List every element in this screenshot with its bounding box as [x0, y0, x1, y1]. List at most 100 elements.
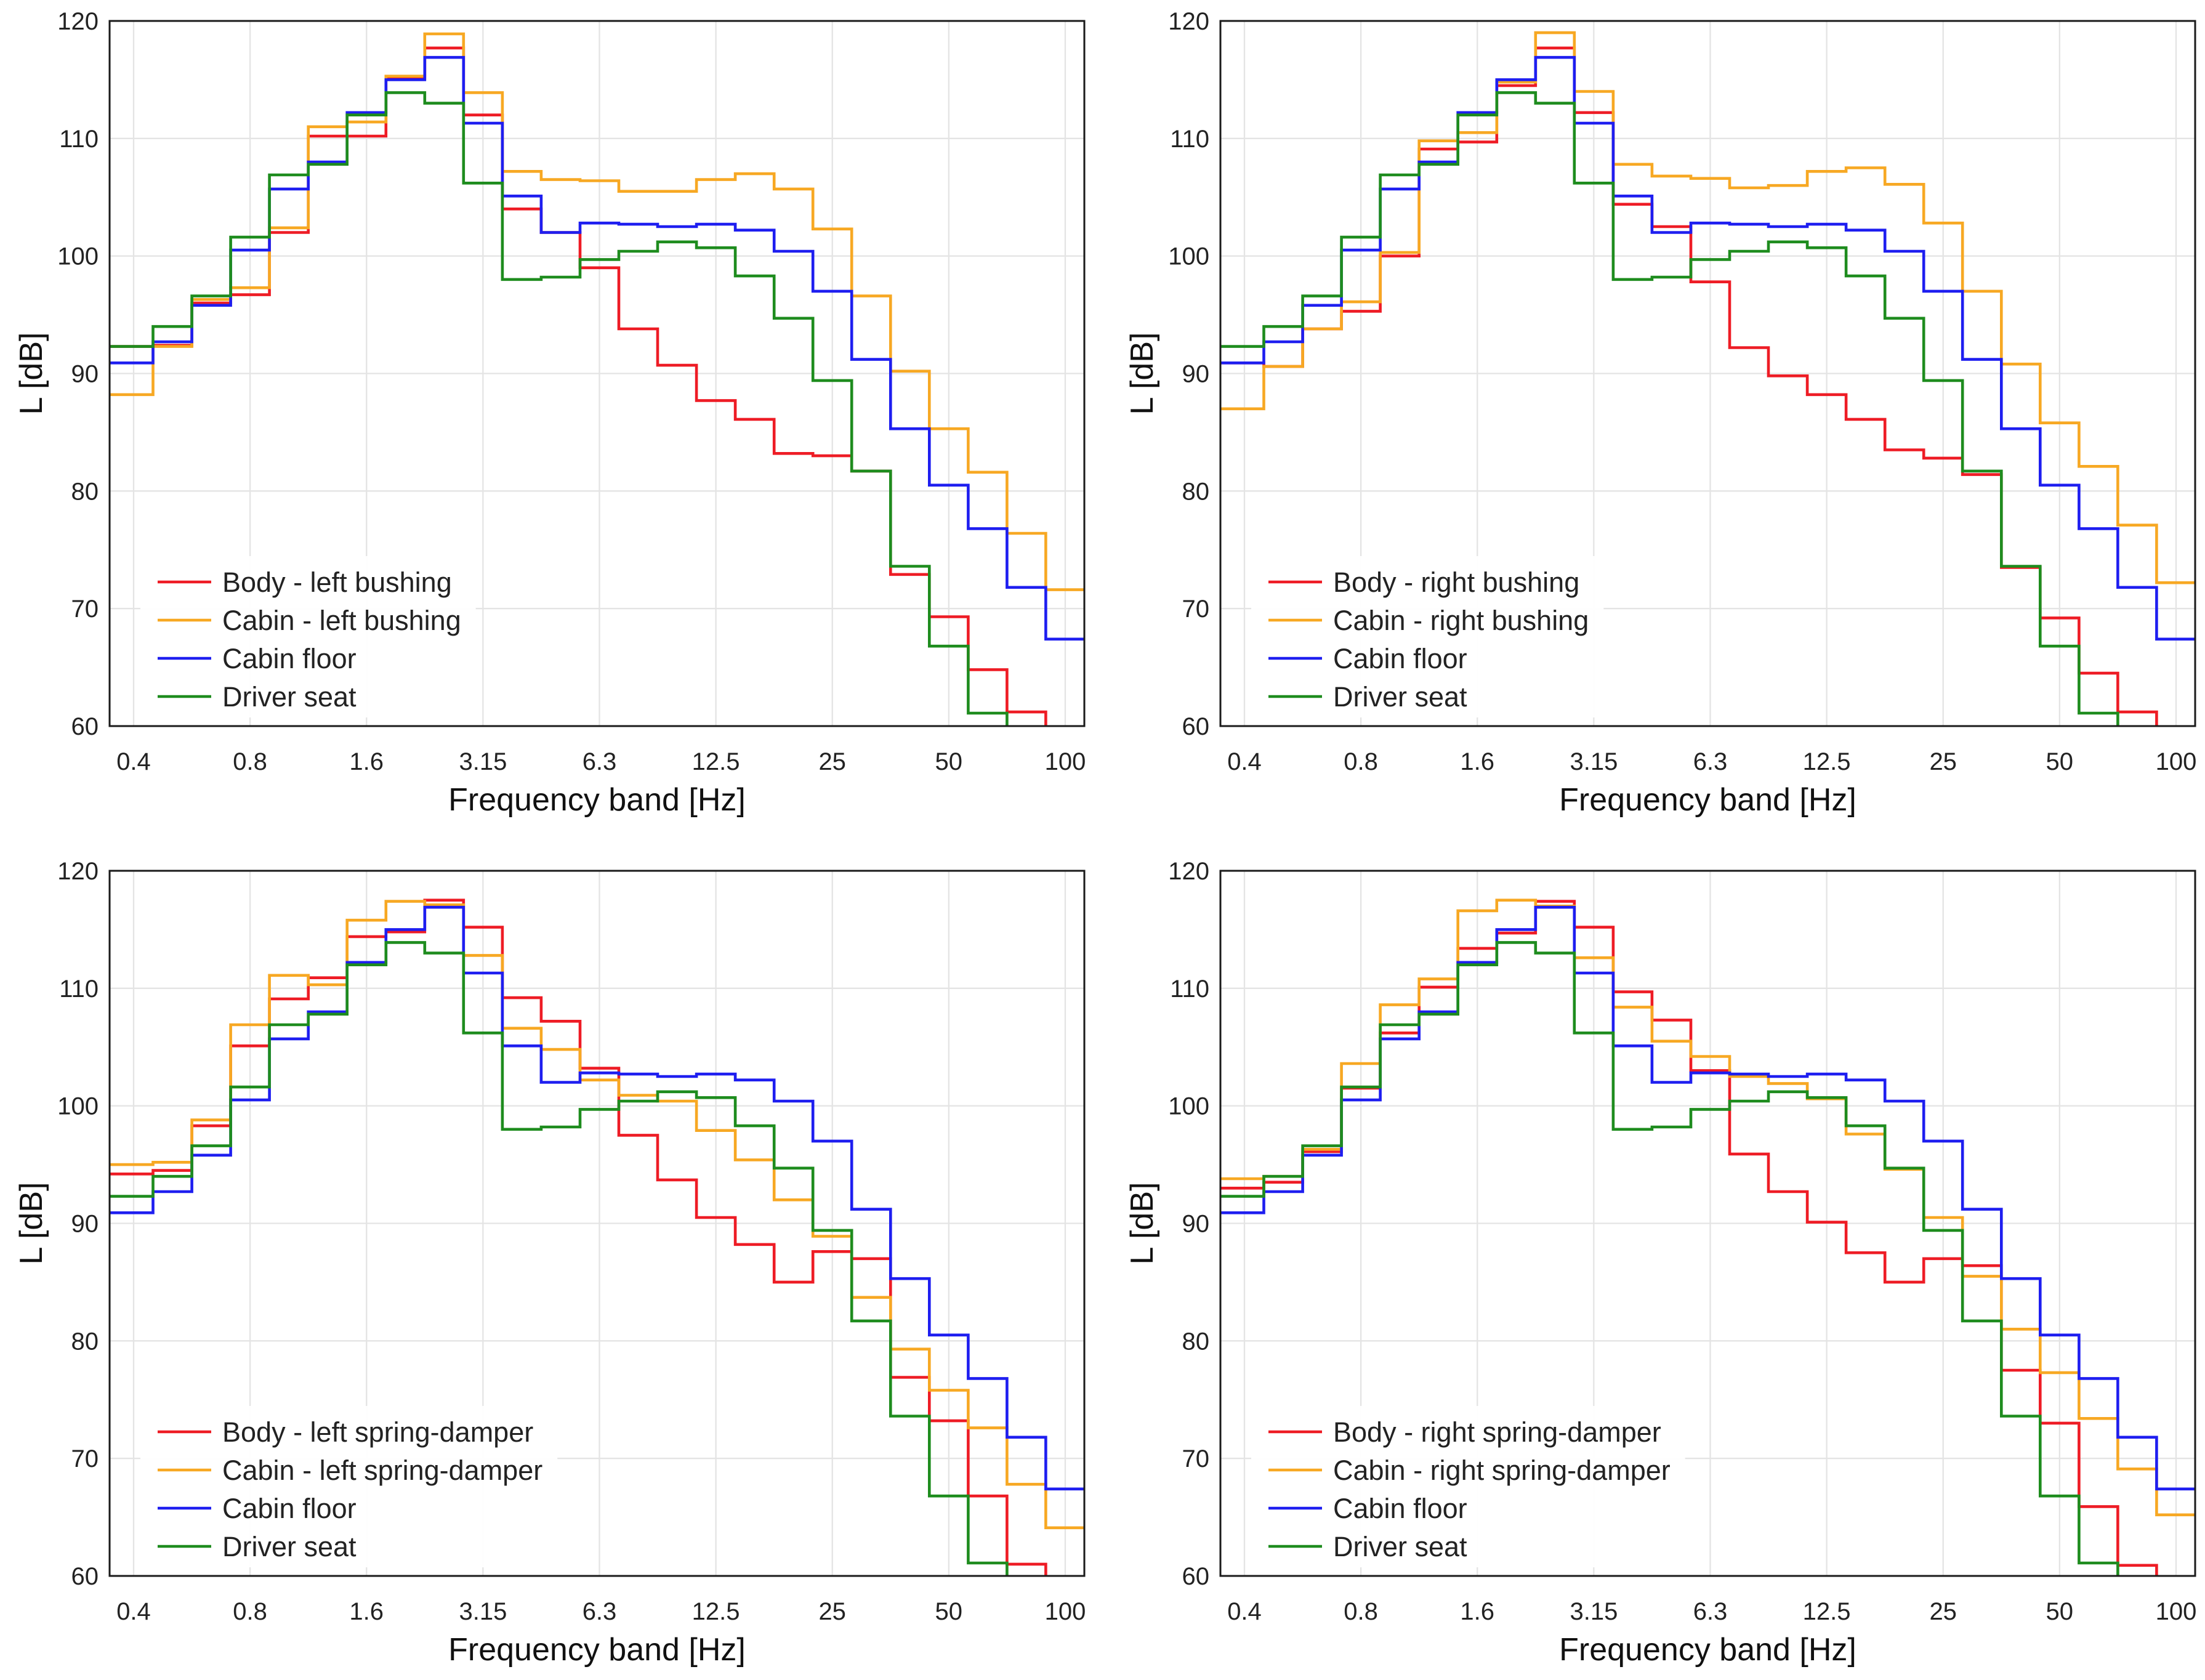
plot-frame: [108, 870, 1086, 1577]
y-tick-label: 70: [1182, 1445, 1210, 1472]
x-tick-label: 0.4: [1227, 748, 1262, 775]
legend-label: Cabin floor: [222, 1493, 357, 1524]
legend-label: Cabin floor: [1333, 643, 1467, 674]
legend-item: Cabin - right bushing: [1268, 605, 1589, 636]
x-tick-label: 6.3: [582, 1598, 617, 1625]
x-tick-label: 100: [1045, 748, 1086, 775]
series-line-driver-seat: [1220, 941, 2119, 1576]
y-tick-label: 110: [59, 975, 99, 1003]
x-tick-label: 3.15: [1570, 748, 1618, 775]
x-tick-label: 12.5: [692, 748, 740, 775]
series-line-cabin-floor: [110, 905, 1084, 1491]
legend-item: Driver seat: [1268, 1531, 1467, 1562]
x-tick-label: 25: [818, 748, 846, 775]
x-tick-label: 25: [1929, 748, 1957, 775]
x-tick-label: 0.8: [233, 748, 267, 775]
x-tick-label: 12.5: [692, 1598, 740, 1625]
y-tick-label: 100: [57, 243, 99, 270]
series-line-cabin-floor: [110, 55, 1084, 641]
x-tick-label: 12.5: [1803, 748, 1851, 775]
legend-item: Driver seat: [158, 1531, 357, 1562]
legend-label: Driver seat: [1333, 681, 1467, 713]
legend-label: Cabin floor: [222, 643, 357, 674]
legend: Body - left spring-damper Cabin - left sp…: [140, 1406, 558, 1567]
grid: [1220, 21, 2195, 726]
y-tick-label: 70: [1182, 596, 1210, 623]
y-tick-label: 100: [1168, 243, 1209, 270]
x-tick-label: 1.6: [1460, 748, 1494, 775]
y-tick-label: 70: [71, 596, 99, 623]
series-line-cabin-right-bushing: [1220, 31, 2195, 584]
legend-label: Body - right bushing: [1333, 567, 1579, 598]
x-tick-label: 1.6: [349, 748, 384, 775]
y-tick-label: 60: [71, 1563, 99, 1590]
series-group: [110, 899, 1084, 1576]
x-tick-label: 25: [818, 1598, 846, 1625]
x-tick-label: 0.8: [233, 1598, 267, 1625]
y-tick-label: 60: [71, 713, 99, 740]
y-tick-label: 120: [1168, 8, 1209, 35]
series-line-driver-seat: [110, 91, 1009, 726]
legend-item: Driver seat: [158, 681, 357, 713]
legend-label: Cabin - right spring-damper: [1333, 1455, 1671, 1486]
plot-frame: [1219, 20, 2196, 727]
x-tick-label: 6.3: [582, 748, 617, 775]
legend-label: Driver seat: [222, 1531, 357, 1562]
legend-label: Cabin - left bushing: [222, 605, 461, 636]
x-tick-label: 0.4: [116, 1598, 151, 1625]
legend-background: [1251, 1406, 1685, 1567]
y-tick-label: 80: [1182, 1328, 1210, 1355]
x-tick-label: 3.15: [459, 1598, 507, 1625]
series-group: [110, 32, 1084, 726]
legend-item: Cabin floor: [158, 1493, 357, 1524]
legend-item: Cabin - right spring-damper: [1268, 1455, 1671, 1486]
legend-item: Cabin floor: [1268, 643, 1467, 674]
series-group: [1220, 31, 2195, 726]
series-group: [1220, 899, 2195, 1576]
x-tick-label: 50: [935, 1598, 963, 1625]
x-tick-label: 50: [935, 748, 963, 775]
x-tick-label: 50: [2046, 1598, 2074, 1625]
y-tick-label: 90: [1182, 1211, 1210, 1238]
legend-item: Body - left spring-damper: [158, 1416, 533, 1448]
legend: Body - left bushing Cabin - left bushing C…: [140, 556, 476, 717]
y-tick-label: 80: [71, 478, 99, 505]
legend-label: Body - left spring-damper: [222, 1416, 533, 1448]
x-tick-label: 100: [2156, 748, 2197, 775]
legend-label: Body - left bushing: [222, 567, 452, 598]
legend-item: Cabin floor: [1268, 1493, 1467, 1524]
y-tick-label: 80: [71, 1328, 99, 1355]
y-tick-label: 120: [1168, 858, 1209, 885]
x-tick-label: 12.5: [1803, 1598, 1851, 1625]
x-tick-label: 25: [1929, 1598, 1957, 1625]
legend: Body - right bushing Cabin - right bushin…: [1251, 556, 1604, 717]
y-tick-label: 90: [71, 361, 99, 388]
x-tick-label: 0.8: [1344, 1598, 1378, 1625]
legend-item: Body - right bushing: [1268, 567, 1579, 598]
chart-bottom-right-right-spring-damper: 60 70 80 90 100 110 120 0.4 0.8 1.6 3.15 6.3 12.5 25 5…: [1124, 858, 2196, 1668]
x-axis-label: Frequency band [Hz]: [1559, 1632, 1856, 1668]
legend-label: Cabin - right bushing: [1333, 605, 1589, 636]
series-line-driver-seat: [110, 941, 1009, 1576]
chart-bottom-left-left-spring-damper: 60 70 80 90 100 110 120 0.4 0.8 1.6 3.15 6.3 12.5 25 5…: [14, 858, 1086, 1668]
x-tick-label: 6.3: [1693, 748, 1728, 775]
x-tick-label: 1.6: [1460, 1598, 1494, 1625]
x-axis-label: Frequency band [Hz]: [1559, 782, 1856, 818]
y-tick-label: 60: [1182, 713, 1210, 740]
y-axis-label: L [dB]: [1124, 1182, 1160, 1265]
x-tick-label: 0.4: [1227, 1598, 1262, 1625]
y-tick-label: 110: [1170, 975, 1209, 1003]
x-tick-label: 50: [2046, 748, 2074, 775]
y-tick-label: 100: [57, 1093, 99, 1120]
series-line-driver-seat: [1220, 91, 2119, 726]
y-axis-label: L [dB]: [1124, 333, 1160, 415]
x-tick-label: 100: [1045, 1598, 1086, 1625]
legend-item: Body - right spring-damper: [1268, 1416, 1661, 1448]
y-axis-label: L [dB]: [14, 333, 49, 415]
chart-top-left-left-bushing: 60 70 80 90 100 110 120 0.4 0.8 1.6 3.15 6.3 12.5 25 5…: [14, 8, 1086, 818]
y-tick-label: 60: [1182, 1563, 1210, 1590]
x-tick-label: 3.15: [1570, 1598, 1618, 1625]
x-tick-label: 1.6: [349, 1598, 384, 1625]
legend-item: Cabin floor: [158, 643, 357, 674]
